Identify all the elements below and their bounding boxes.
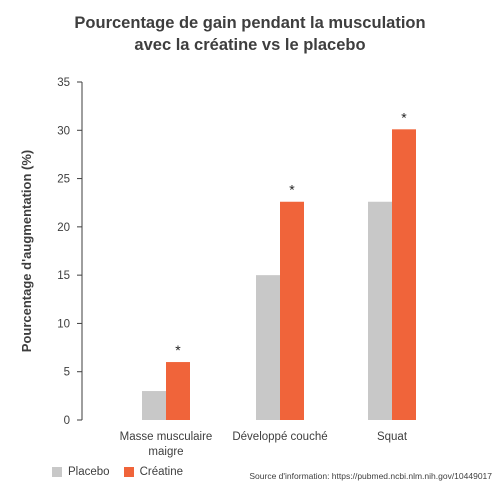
bar-creatine <box>280 201 304 420</box>
x-tick-label: Développé couché <box>232 431 327 443</box>
bar-placebo <box>142 391 166 420</box>
chart-title: Pourcentage de gain pendant la musculati… <box>0 12 500 56</box>
chart-title-line-2: avec la créatine vs le placebo <box>134 36 366 54</box>
legend-item-creatine: Créatine <box>123 466 184 478</box>
y-tick-label: 0 <box>64 415 70 427</box>
significance-annotation: * <box>175 342 181 358</box>
legend-swatch-creatine <box>123 467 134 477</box>
y-axis-title: Pourcentage d'augmentation (%) <box>19 150 34 352</box>
source-note: Source d'information: https://pubmed.ncb… <box>249 471 492 481</box>
legend-label-placebo: Placebo <box>68 466 110 478</box>
significance-annotation: * <box>401 109 407 125</box>
bar-placebo <box>368 201 392 420</box>
chart-title-line-1: Pourcentage de gain pendant la musculati… <box>74 14 426 32</box>
y-tick-label: 35 <box>57 77 70 89</box>
y-tick-label: 25 <box>57 174 70 186</box>
chart-legend: Placebo Créatine <box>52 466 189 478</box>
x-tick-label: Squat <box>377 431 408 443</box>
y-tick-label: 10 <box>57 318 70 330</box>
y-tick-label: 30 <box>57 125 70 137</box>
y-tick-label: 5 <box>64 367 70 379</box>
bar-placebo <box>256 275 280 420</box>
bar-creatine <box>392 129 416 420</box>
legend-label-creatine: Créatine <box>139 466 184 478</box>
bar-creatine <box>166 362 190 420</box>
x-tick-label: maigre <box>148 446 183 458</box>
legend-item-placebo: Placebo <box>52 466 110 478</box>
y-tick-label: 20 <box>57 222 70 234</box>
y-tick-label: 15 <box>57 270 70 282</box>
legend-swatch-placebo <box>52 467 62 477</box>
significance-annotation: * <box>289 182 295 198</box>
x-tick-label: Masse musculaire <box>120 431 213 443</box>
